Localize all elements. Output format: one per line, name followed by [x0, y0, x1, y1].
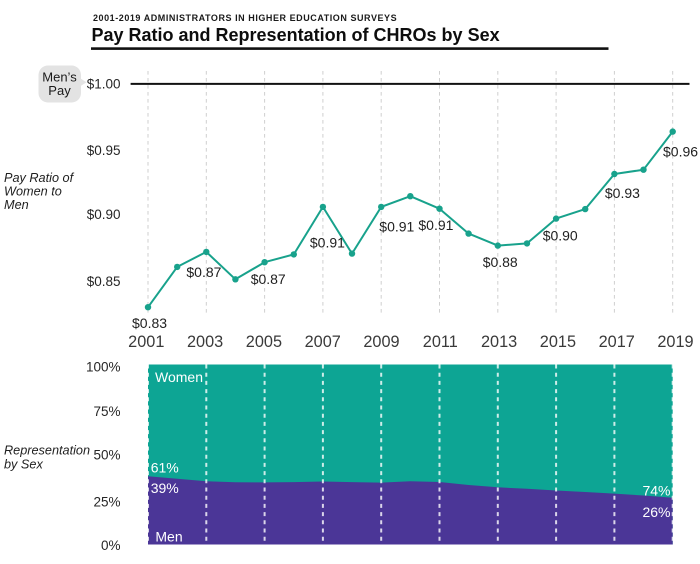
svg-text:$0.96: $0.96 — [663, 144, 698, 160]
svg-text:$0.88: $0.88 — [483, 254, 518, 270]
svg-text:74%: 74% — [642, 482, 670, 498]
svg-text:$0.95: $0.95 — [87, 143, 121, 158]
svg-text:2001-2019 ADMINISTRATORS IN HI: 2001-2019 ADMINISTRATORS IN HIGHER EDUCA… — [93, 13, 397, 23]
svg-text:$0.91: $0.91 — [310, 234, 345, 250]
svg-text:$0.85: $0.85 — [87, 274, 121, 289]
svg-text:$0.91: $0.91 — [379, 218, 414, 234]
svg-text:61%: 61% — [151, 460, 179, 476]
svg-text:$1.00: $1.00 — [87, 77, 121, 92]
svg-text:2003: 2003 — [187, 333, 223, 351]
svg-text:2009: 2009 — [363, 333, 399, 351]
svg-text:Representation: Representation — [4, 444, 90, 458]
svg-text:2001: 2001 — [128, 333, 164, 351]
svg-text:Women to: Women to — [4, 185, 62, 199]
svg-text:$0.87: $0.87 — [186, 264, 221, 280]
svg-text:$0.90: $0.90 — [87, 207, 121, 222]
svg-text:Men: Men — [4, 198, 29, 212]
svg-text:2007: 2007 — [305, 333, 341, 351]
svg-text:$0.91: $0.91 — [418, 217, 453, 233]
svg-text:Men: Men — [155, 529, 182, 545]
svg-text:2015: 2015 — [540, 333, 576, 351]
svg-text:Men’s: Men’s — [42, 70, 77, 85]
svg-text:2013: 2013 — [481, 333, 517, 351]
svg-text:2017: 2017 — [599, 333, 635, 351]
svg-text:2019: 2019 — [657, 333, 693, 351]
svg-text:by Sex: by Sex — [4, 458, 43, 472]
svg-text:2011: 2011 — [423, 333, 458, 351]
svg-text:$0.87: $0.87 — [251, 271, 286, 287]
svg-text:50%: 50% — [93, 448, 120, 463]
svg-text:39%: 39% — [151, 480, 179, 496]
svg-text:75%: 75% — [93, 404, 120, 419]
svg-text:100%: 100% — [86, 360, 121, 375]
svg-text:Pay Ratio and Representation o: Pay Ratio and Representation of CHROs by… — [92, 25, 500, 45]
svg-text:$0.83: $0.83 — [132, 315, 167, 331]
svg-text:Pay: Pay — [48, 83, 71, 98]
svg-text:$0.90: $0.90 — [543, 228, 578, 244]
svg-text:25%: 25% — [93, 495, 120, 510]
svg-text:Women: Women — [155, 369, 203, 385]
svg-text:0%: 0% — [101, 538, 121, 553]
svg-text:$0.93: $0.93 — [605, 185, 640, 201]
svg-text:Pay Ratio of: Pay Ratio of — [4, 171, 75, 185]
svg-text:26%: 26% — [642, 504, 670, 520]
svg-text:2005: 2005 — [246, 333, 282, 351]
